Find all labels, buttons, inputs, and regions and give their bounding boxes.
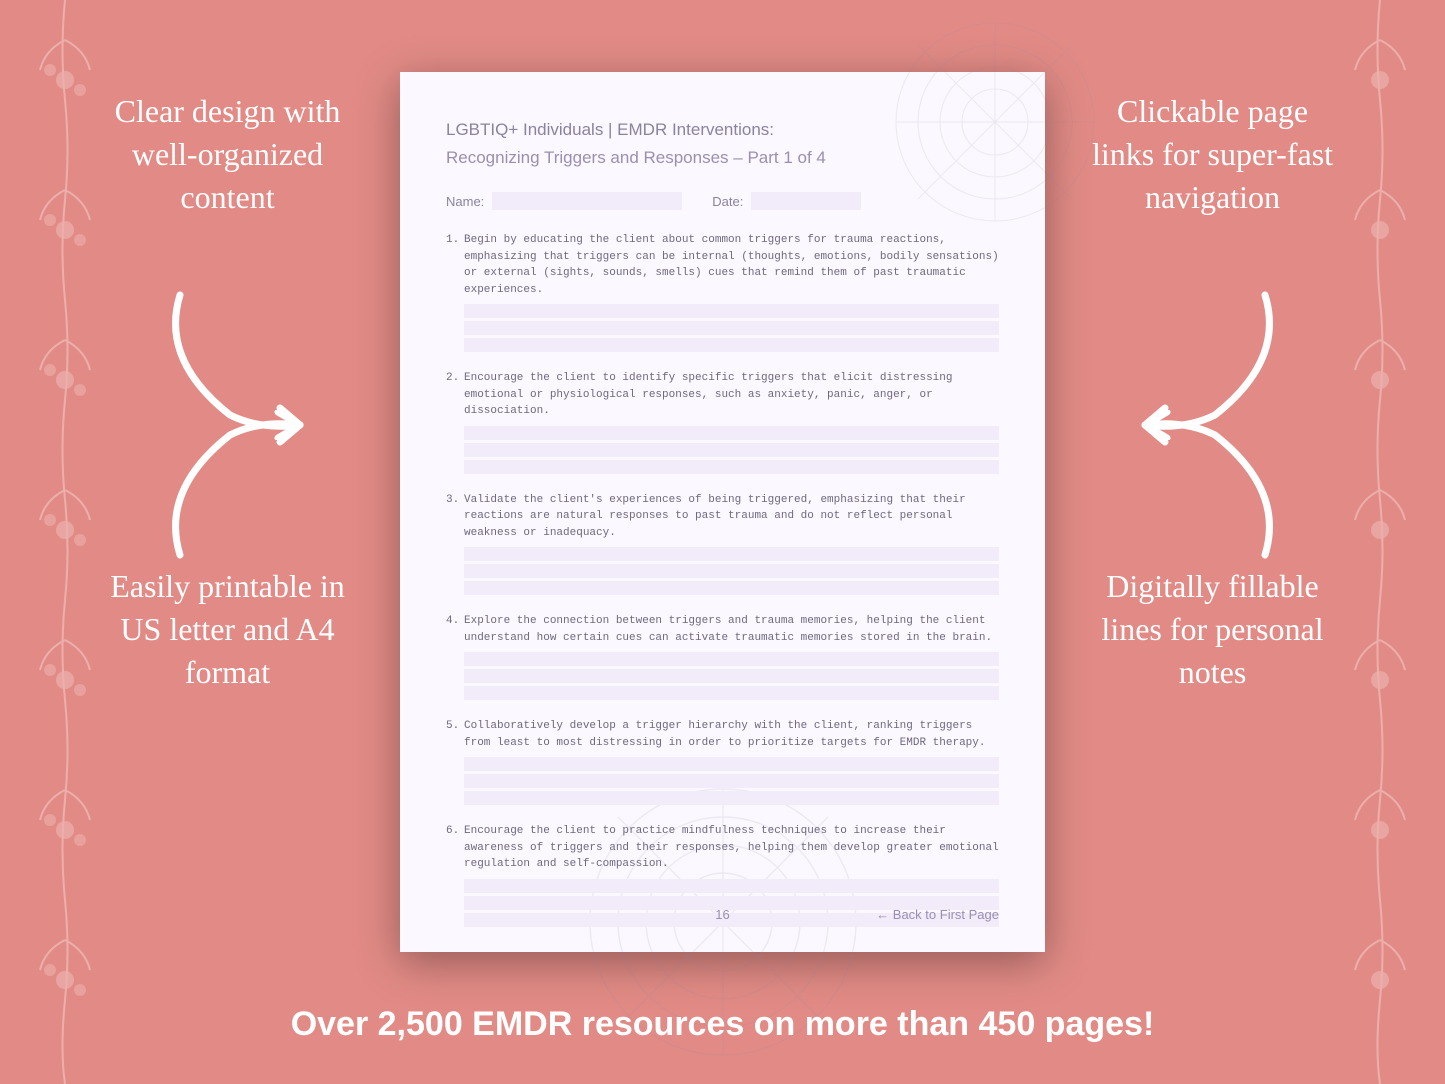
item-text: Begin by educating the client about comm… <box>464 234 999 296</box>
arrow-bottom-left <box>140 410 320 570</box>
fill-line[interactable] <box>464 338 999 352</box>
fill-line[interactable] <box>464 791 999 805</box>
list-item: Explore the connection between triggers … <box>446 613 999 700</box>
item-text: Explore the connection between triggers … <box>464 615 992 644</box>
fill-line[interactable] <box>464 547 999 561</box>
item-text: Validate the client's experiences of bei… <box>464 494 966 539</box>
callout-top-right: Clickable page links for super-fast navi… <box>1085 90 1340 220</box>
fill-line[interactable] <box>464 304 999 318</box>
callout-bottom-left: Easily printable in US letter and A4 for… <box>105 565 350 695</box>
items-list: Begin by educating the client about comm… <box>446 232 999 927</box>
arrow-bottom-right <box>1125 410 1305 570</box>
name-label: Name: <box>446 194 484 209</box>
floral-border-left <box>20 0 110 1084</box>
list-item: Encourage the client to identify specifi… <box>446 370 999 474</box>
back-to-first-link[interactable]: ← Back to First Page <box>876 907 999 922</box>
fill-line[interactable] <box>464 774 999 788</box>
page-footer: 16 ← Back to First Page <box>446 907 999 922</box>
floral-border-right <box>1335 0 1425 1084</box>
bottom-banner: Over 2,500 EMDR resources on more than 4… <box>0 1005 1445 1044</box>
name-field[interactable] <box>492 192 682 210</box>
list-item: Collaboratively develop a trigger hierar… <box>446 718 999 805</box>
fill-line[interactable] <box>464 652 999 666</box>
fill-line[interactable] <box>464 460 999 474</box>
name-date-row: Name: Date: <box>446 192 999 210</box>
fill-line[interactable] <box>464 426 999 440</box>
page-number: 16 <box>715 907 729 922</box>
item-text: Encourage the client to practice mindful… <box>464 825 999 870</box>
fill-line[interactable] <box>464 321 999 335</box>
date-label: Date: <box>712 194 743 209</box>
item-text: Collaboratively develop a trigger hierar… <box>464 720 986 749</box>
document-page: LGBTIQ+ Individuals | EMDR Interventions… <box>400 72 1045 952</box>
list-item: Validate the client's experiences of bei… <box>446 492 999 596</box>
date-field[interactable] <box>751 192 861 210</box>
callout-top-left: Clear design with well-organized content <box>105 90 350 220</box>
page-header-line1: LGBTIQ+ Individuals | EMDR Interventions… <box>446 120 999 140</box>
fill-line[interactable] <box>464 564 999 578</box>
fill-line[interactable] <box>464 443 999 457</box>
item-text: Encourage the client to identify specifi… <box>464 372 952 417</box>
fill-line[interactable] <box>464 686 999 700</box>
fill-line[interactable] <box>464 669 999 683</box>
list-item: Begin by educating the client about comm… <box>446 232 999 352</box>
fill-line[interactable] <box>464 581 999 595</box>
fill-line[interactable] <box>464 757 999 771</box>
fill-line[interactable] <box>464 879 999 893</box>
callout-bottom-right: Digitally fillable lines for personal no… <box>1085 565 1340 695</box>
page-header-line2: Recognizing Triggers and Responses – Par… <box>446 148 999 168</box>
